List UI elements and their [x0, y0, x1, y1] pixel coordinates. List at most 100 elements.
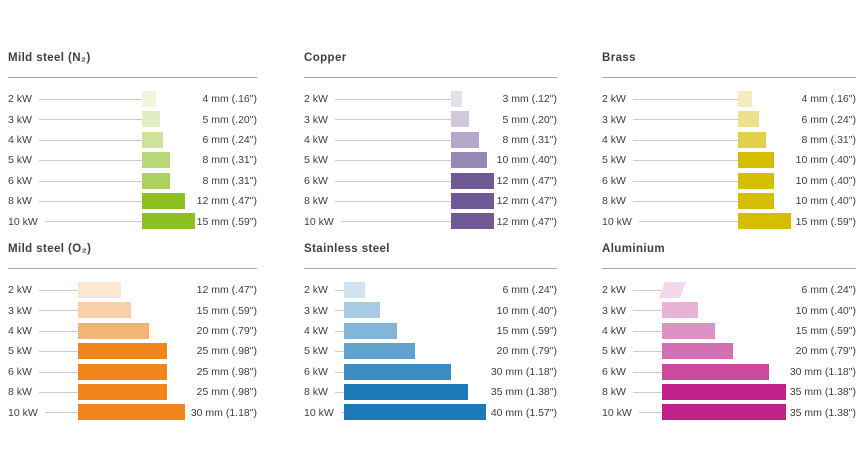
- thickness-value-label: 25 mm (.98"): [196, 386, 257, 399]
- thickness-value-label: 5 mm (.20"): [202, 113, 257, 126]
- chart-row: 6 kW 30 mm (1.18"): [304, 362, 557, 382]
- chart-row: 2 kW 6 mm (.24"): [304, 280, 557, 300]
- power-label: 8 kW: [602, 195, 633, 208]
- thickness-value-label: 5 mm (.20"): [502, 113, 557, 126]
- thickness-value-label: 40 mm (1.57"): [490, 406, 557, 419]
- thickness-value-label: 15 mm (.59"): [196, 215, 257, 228]
- thickness-bar: [344, 302, 380, 319]
- leader-line: [630, 330, 662, 332]
- thickness-bar: [344, 383, 469, 400]
- thickness-value-label: 6 mm (.24"): [502, 284, 557, 297]
- thickness-value-label: 3 mm (.12"): [502, 93, 557, 106]
- thickness-bar: [142, 91, 157, 107]
- power-label: 3 kW: [8, 304, 39, 317]
- thickness-bar: [738, 213, 792, 230]
- thickness-value-label: 30 mm (1.18"): [789, 365, 856, 378]
- chart-rows: 2 kW 4 mm (.16") 3 kW 5 mm (.20") 4 kW 6 mm (…: [8, 89, 257, 232]
- thickness-bar: [78, 322, 149, 339]
- thickness-value-label: 25 mm (.98"): [196, 345, 257, 358]
- thickness-value-label: 10 mm (.40"): [496, 154, 557, 167]
- power-label: 6 kW: [8, 174, 39, 187]
- chart-stainless-steel: Stainless steel 2 kW 6 mm (.24") 3 kW 10 mm…: [304, 243, 557, 421]
- power-label: 2 kW: [8, 93, 39, 106]
- leader-line: [630, 290, 662, 291]
- thickness-value-label: 4 mm (.16"): [202, 93, 257, 106]
- chart-row: 3 kW 5 mm (.20"): [8, 109, 257, 129]
- chart-rows: 2 kW 6 mm (.24") 3 kW 10 mm (.40") 4 kW 15 mm…: [602, 280, 856, 423]
- thickness-value-label: 4 mm (.16"): [801, 93, 856, 106]
- chart-row: 10 kW 15 mm (.59"): [602, 211, 856, 231]
- thickness-bar: [738, 111, 760, 128]
- leader-line: [36, 200, 142, 202]
- leader-line: [630, 310, 662, 312]
- thickness-bar: [344, 404, 486, 421]
- thickness-bar: [78, 343, 167, 360]
- chart-title-divider: [304, 268, 557, 269]
- thickness-bar: [78, 302, 132, 319]
- chart-title-divider: [8, 77, 257, 78]
- chart-title: Copper: [304, 52, 347, 64]
- chart-row: 3 kW 6 mm (.24"): [602, 109, 856, 129]
- chart-title-divider: [8, 268, 257, 269]
- thickness-value-label: 20 mm (.79"): [496, 345, 557, 358]
- thickness-bar: [451, 111, 469, 128]
- thickness-value-label: 8 mm (.31"): [202, 154, 257, 167]
- thickness-bar: [662, 404, 787, 421]
- thickness-bar: [142, 172, 171, 189]
- power-label: 6 kW: [304, 365, 335, 378]
- leader-line: [332, 200, 451, 202]
- power-label: 3 kW: [8, 113, 39, 126]
- chart-row: 2 kW 6 mm (.24"): [602, 280, 856, 300]
- leader-line: [332, 351, 344, 353]
- thickness-bar: [451, 213, 494, 230]
- power-label: 5 kW: [602, 345, 633, 358]
- power-label: 4 kW: [602, 324, 633, 337]
- thickness-bar: [78, 383, 167, 400]
- chart-copper: Copper 2 kW 3 mm (.12") 3 kW 5 mm (.20") 4 k…: [304, 52, 557, 230]
- chart-row: 6 kW 12 mm (.47"): [304, 171, 557, 191]
- thickness-bar: [451, 192, 494, 209]
- power-label: 6 kW: [602, 174, 633, 187]
- power-label: 4 kW: [8, 133, 39, 146]
- power-label: 2 kW: [602, 284, 633, 297]
- thickness-bar: [344, 322, 398, 339]
- leader-line: [630, 180, 738, 182]
- power-label: 4 kW: [8, 324, 39, 337]
- chart-row: 8 kW 12 mm (.47"): [8, 191, 257, 211]
- thickness-bar: [344, 343, 415, 360]
- thickness-bar: [451, 91, 462, 107]
- chart-row: 6 kW 10 mm (.40"): [602, 171, 856, 191]
- thickness-value-label: 30 mm (1.18"): [190, 406, 257, 419]
- chart-row: 5 kW 20 mm (.79"): [304, 341, 557, 361]
- thickness-value-label: 12 mm (.47"): [496, 215, 557, 228]
- chart-title: Aluminium: [602, 243, 666, 255]
- thickness-bar: [78, 363, 167, 380]
- leader-line: [332, 310, 344, 312]
- thickness-bar: [142, 111, 160, 128]
- leader-line: [332, 371, 344, 373]
- chart-row: 5 kW 10 mm (.40"): [304, 150, 557, 170]
- leader-line: [332, 160, 451, 162]
- chart-row: 4 kW 8 mm (.31"): [602, 130, 856, 150]
- leader-line: [630, 351, 662, 353]
- leader-line: [630, 119, 738, 121]
- thickness-value-label: 10 mm (.40"): [496, 304, 557, 317]
- chart-mild-steel-o2: Mild steel (O₂) 2 kW 12 mm (.47") 3 kW 15 m…: [8, 243, 257, 421]
- thickness-value-label: 35 mm (1.38"): [789, 386, 856, 399]
- chart-row: 10 kW 12 mm (.47"): [304, 211, 557, 231]
- chart-row: 4 kW 8 mm (.31"): [304, 130, 557, 150]
- power-label: 10 kW: [304, 406, 341, 419]
- chart-rows: 2 kW 6 mm (.24") 3 kW 10 mm (.40") 4 kW 15 mm…: [304, 280, 557, 423]
- thickness-value-label: 12 mm (.47"): [196, 284, 257, 297]
- chart-row: 6 kW 25 mm (.98"): [8, 362, 257, 382]
- thickness-value-label: 10 mm (.40"): [795, 154, 856, 167]
- thickness-value-label: 8 mm (.31"): [202, 174, 257, 187]
- thickness-bar: [142, 152, 171, 169]
- power-label: 10 kW: [602, 215, 639, 228]
- thickness-bar: [142, 213, 196, 230]
- leader-line: [630, 412, 662, 414]
- leader-line: [630, 139, 738, 141]
- leader-line: [332, 330, 344, 332]
- chart-row: 4 kW 15 mm (.59"): [602, 321, 856, 341]
- thickness-value-label: 15 mm (.59"): [196, 304, 257, 317]
